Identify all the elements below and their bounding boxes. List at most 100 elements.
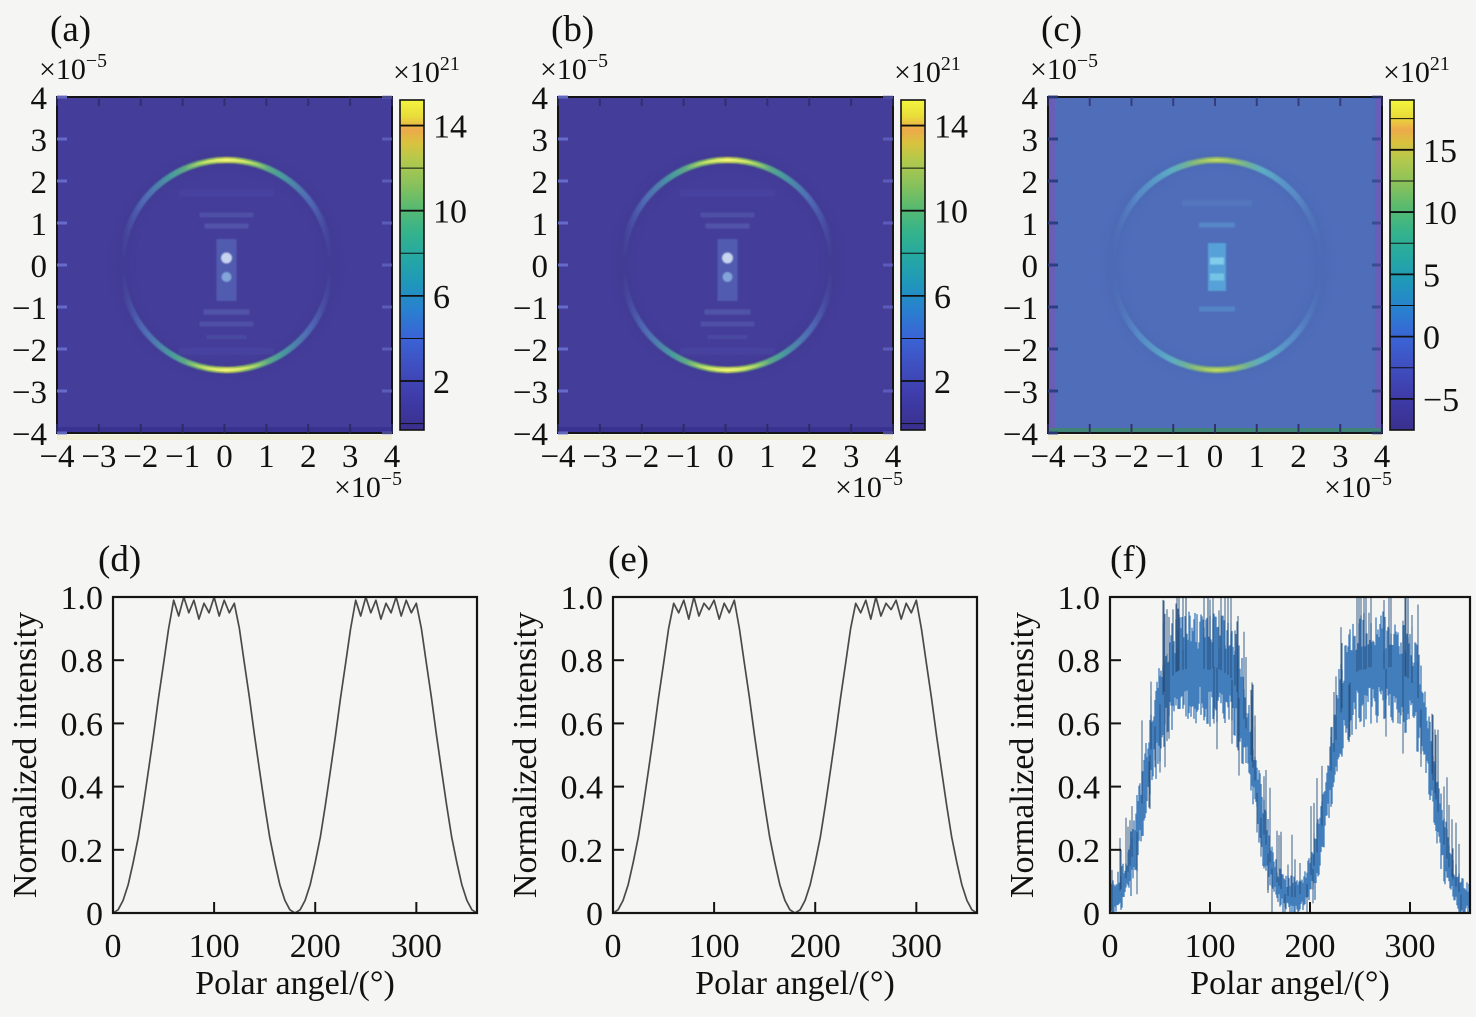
- x-tick-label: −3: [81, 439, 116, 475]
- y-tick-label: 3: [1022, 123, 1039, 159]
- y-tick-label: 0.2: [61, 833, 104, 870]
- x-axis-scale-label: ×10−5: [1324, 468, 1392, 504]
- x-axis: 0 100 200 300: [605, 902, 942, 965]
- plot-frame: [111, 595, 479, 915]
- colorbar-tick-label: 5: [1423, 257, 1440, 294]
- colorbar-tick-label: 10: [433, 194, 467, 231]
- intensity-curve: [112, 596, 478, 914]
- x-tick-label: 300: [1385, 928, 1436, 965]
- x-tick-label: −2: [624, 439, 659, 475]
- colorbar-tick-label: 0: [1423, 320, 1440, 357]
- y-axis-scale-label: ×10−5: [540, 50, 608, 86]
- x-axis: 0 100 200 300: [105, 902, 442, 965]
- fringe-stripe: [680, 189, 775, 197]
- y-tick-label: 1.0: [1058, 580, 1101, 617]
- panel-e-lineplot: 0 100 200 300 0 0.2 0.4 0.6 0.8 1.0: [561, 580, 979, 965]
- ring-bottom-arc-core: [120, 274, 333, 372]
- y-tick-label: 0: [586, 896, 603, 933]
- y-tick-label: 0.6: [61, 706, 104, 743]
- x-tick-label: 3: [1332, 439, 1349, 475]
- panel-d-y-axis-title: Normalized intensity: [7, 611, 44, 899]
- colorbar-tick-label: 2: [433, 364, 450, 401]
- fringe-stripe: [700, 321, 755, 327]
- y-tick-label: 0.4: [61, 770, 104, 807]
- panel-d-label: (d): [98, 539, 142, 580]
- x-tick-label: 0: [717, 439, 734, 475]
- x-tick-label: −3: [582, 439, 617, 475]
- x-tick-label: 3: [342, 439, 359, 475]
- plot-frame: [611, 595, 979, 915]
- frame-fringe-artifact: [558, 435, 893, 440]
- colorbar-frame: [1389, 99, 1415, 431]
- y-tick-label: 0: [1022, 249, 1039, 285]
- y-tick-label: 0.2: [1058, 833, 1101, 870]
- colorbar-tick-label: −5: [1423, 382, 1459, 419]
- x-tick-label: −2: [123, 439, 158, 475]
- y-tick-label: 3: [532, 123, 549, 159]
- x-tick-label: 300: [391, 928, 442, 965]
- plot-frame: [1108, 595, 1472, 915]
- colorbar-frame: [399, 99, 425, 431]
- colorbar-tick-label: 6: [433, 279, 450, 316]
- x-tick-label: 3: [843, 439, 860, 475]
- panel-a-heatmap: −4 −3 −2 −1 0 1 2 3 443210−1−2−3−4×10−5×10−51410…: [12, 50, 467, 504]
- colorbar-gradient: [400, 100, 424, 430]
- panel-f-label: (f): [1110, 539, 1147, 580]
- y-axis: 0 0.2 0.4 0.6 0.8 1.0: [61, 580, 124, 933]
- y-tick-label: −3: [1003, 375, 1038, 411]
- y-axis: 4 3 2 1 0 −1 −2 −3 −4: [513, 81, 893, 453]
- panel-e-x-axis-title: Polar angel/(°): [695, 965, 895, 1002]
- y-tick-label: 0.4: [1058, 770, 1101, 807]
- y-tick-label: 0: [532, 249, 549, 285]
- x-tick-label: 100: [689, 928, 740, 965]
- y-tick-label: −1: [513, 291, 548, 327]
- y-axis: 0 0.2 0.4 0.6 0.8 1.0: [561, 580, 624, 933]
- colorbar-tick-label: 10: [934, 194, 968, 231]
- x-tick-label: −4: [1030, 439, 1065, 475]
- x-tick-label: 4: [384, 439, 401, 475]
- x-axis-scale-label: ×10−5: [334, 468, 402, 504]
- y-tick-label: 0.2: [561, 833, 604, 870]
- fringe-stripe: [1199, 306, 1235, 312]
- y-tick-label: −2: [12, 333, 47, 369]
- x-tick-label: −3: [1072, 439, 1107, 475]
- y-tick-label: −2: [1003, 333, 1038, 369]
- panel-d-x-axis-title: Polar angel/(°): [195, 965, 395, 1002]
- y-tick-label: 1.0: [561, 580, 604, 617]
- y-tick-label: 0.8: [61, 643, 104, 680]
- x-tick-label: −1: [165, 439, 200, 475]
- x-tick-label: 2: [801, 439, 818, 475]
- y-tick-label: −4: [12, 417, 47, 453]
- y-tick-label: 0: [86, 896, 103, 933]
- y-tick-label: 4: [1022, 81, 1039, 117]
- noise-spikes: [1111, 597, 1462, 913]
- y-tick-label: −4: [1003, 417, 1038, 453]
- colorbar-tick-label: 2: [934, 364, 951, 401]
- colorbar-tick-label: 14: [934, 109, 968, 146]
- colorbar-gradient: [901, 100, 925, 430]
- fringe-stripe: [700, 212, 755, 218]
- y-tick-label: −3: [12, 375, 47, 411]
- y-tick-label: 0.6: [561, 706, 604, 743]
- x-tick-label: 200: [290, 928, 341, 965]
- fringe-stripe: [204, 223, 249, 229]
- x-tick-label: −1: [666, 439, 701, 475]
- y-tick-label: 1: [532, 207, 549, 243]
- y-tick-label: 3: [31, 123, 48, 159]
- x-tick-label: 0: [605, 928, 622, 965]
- panel-b-label: (b): [551, 9, 595, 50]
- panel-d-lineplot: 0 100 200 300 0 0.2 0.4 0.6 0.8 1.0: [61, 580, 479, 965]
- colorbar-tick-label: 10: [1423, 195, 1457, 232]
- y-axis-scale-label: ×10−5: [39, 50, 107, 86]
- fringe-stripe: [203, 309, 250, 315]
- panel-f-lineplot: 0 100 200 300 0 0.2 0.4 0.6 0.8 1.0: [1058, 580, 1472, 965]
- panel-f-y-axis-title: Normalized intensity: [1004, 611, 1041, 899]
- fringe-stripe: [199, 321, 254, 327]
- y-tick-label: 4: [532, 81, 549, 117]
- ring-bottom-arc-core: [621, 274, 834, 372]
- x-tick-label: −4: [39, 439, 74, 475]
- y-tick-label: 0.4: [561, 770, 604, 807]
- colorbar-tick-label: 14: [433, 109, 467, 146]
